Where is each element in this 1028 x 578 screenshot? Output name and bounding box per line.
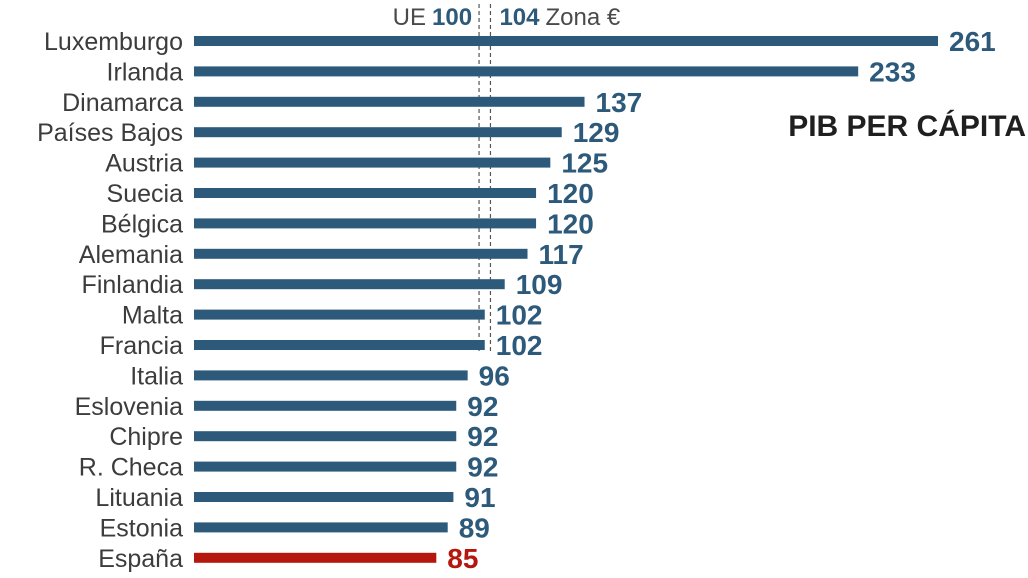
value-label-estonia: 89 [459, 512, 490, 543]
reference-lines [478, 4, 492, 353]
value-label-italia: 96 [479, 360, 510, 391]
category-label-estonia: Estonia [100, 514, 183, 542]
value-label-irlanda: 233 [869, 56, 916, 87]
bar-chipre [194, 431, 457, 442]
category-label-espana: España [98, 545, 183, 573]
category-label-eslovenia: Eslovenia [75, 393, 183, 421]
bar-eslovenia [194, 400, 457, 411]
category-label-r-checa: R. Checa [79, 454, 183, 482]
category-label-francia: Francia [100, 332, 183, 360]
value-label-francia: 102 [496, 330, 543, 361]
value-label-luxemburgo: 261 [949, 26, 996, 57]
value-label-dinamarca: 137 [596, 87, 643, 118]
category-label-luxemburgo: Luxemburgo [44, 28, 183, 56]
category-label-paises-bajos: Países Bajos [37, 119, 183, 147]
bar-finlandia [194, 279, 505, 290]
bar-lituania [194, 492, 454, 502]
bar-dinamarca [194, 96, 585, 107]
chart-title: PIB PER CÁPITA [788, 109, 1026, 143]
category-label-italia: Italia [130, 362, 183, 390]
value-labels: 2612331371291251201201171091021029692929… [447, 26, 995, 574]
value-label-alemania: 117 [539, 239, 584, 270]
ue-reference-value: 100 [432, 4, 472, 31]
category-label-alemania: Alemania [79, 241, 183, 269]
value-label-austria: 125 [561, 148, 608, 179]
value-label-malta: 102 [496, 300, 543, 331]
bar-alemania [194, 248, 528, 259]
category-label-lituania: Lituania [95, 484, 183, 512]
value-label-espana: 85 [447, 543, 478, 574]
bar-francia [194, 340, 485, 350]
bar-estonia [194, 522, 448, 533]
value-label-chipre: 92 [467, 421, 498, 452]
category-label-dinamarca: Dinamarca [62, 89, 183, 117]
value-label-eslovenia: 92 [467, 391, 498, 422]
eurozone-reference-label: Zona € [546, 4, 621, 31]
value-label-paises-bajos: 129 [573, 117, 620, 148]
category-label-belgica: Bélgica [101, 210, 183, 238]
category-label-suecia: Suecia [107, 180, 184, 208]
category-label-chipre: Chipre [109, 423, 183, 451]
bars [194, 36, 938, 563]
value-label-lituania: 91 [464, 482, 495, 513]
bar-malta [194, 309, 485, 320]
bar-paises-bajos [194, 127, 562, 138]
bar-austria [194, 157, 551, 168]
category-label-irlanda: Irlanda [107, 58, 184, 86]
category-label-malta: Malta [122, 302, 183, 330]
eurozone-reference-value: 104 [499, 4, 540, 31]
category-label-austria: Austria [105, 150, 183, 178]
value-label-belgica: 120 [547, 208, 594, 239]
ue-reference-label: UE [393, 4, 426, 31]
bar-luxemburgo [194, 36, 938, 46]
bar-irlanda [194, 66, 859, 77]
bar-italia [194, 370, 468, 381]
bar-espana [194, 552, 437, 563]
value-label-finlandia: 109 [516, 269, 563, 300]
bar-belgica [194, 218, 537, 229]
value-label-r-checa: 92 [467, 452, 498, 483]
bar-suecia [194, 188, 537, 198]
reference-legend: UE 100 104 Zona € [393, 4, 621, 31]
category-label-finlandia: Finlandia [82, 271, 184, 299]
bar-r-checa [194, 461, 457, 472]
value-label-suecia: 120 [547, 178, 594, 209]
